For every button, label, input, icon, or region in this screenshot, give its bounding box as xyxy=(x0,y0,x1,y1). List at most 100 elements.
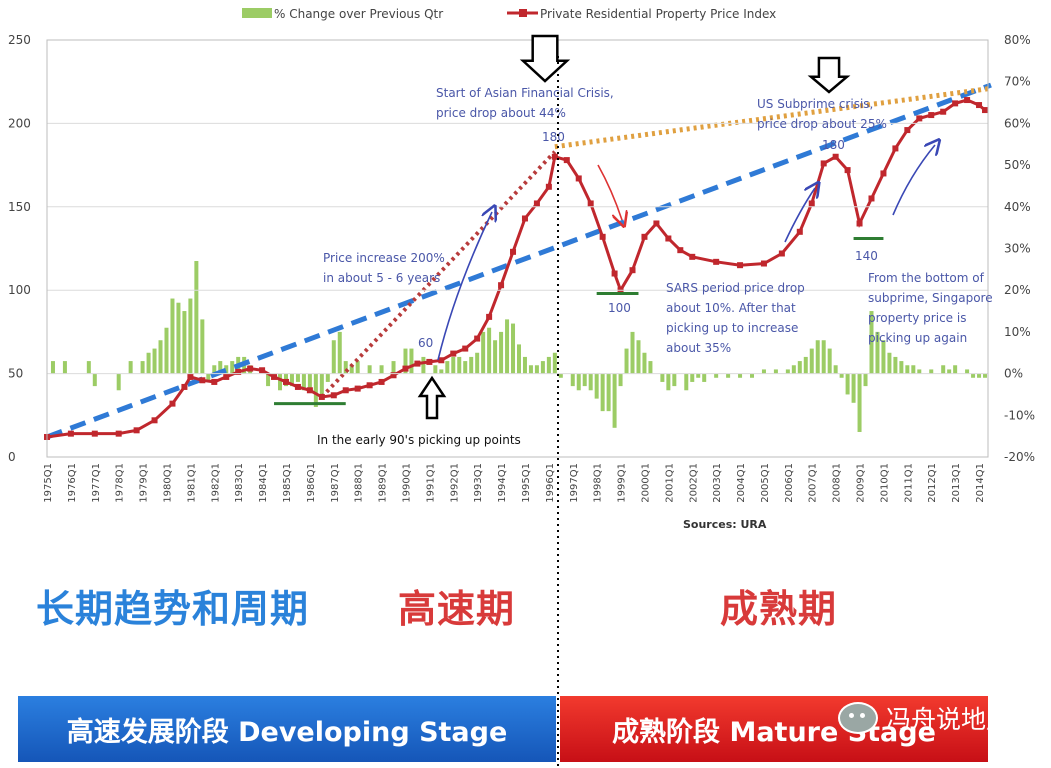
pct-change-bar xyxy=(116,373,121,391)
price-index-point xyxy=(533,200,540,207)
subprime-note: price drop about 25% xyxy=(757,117,887,131)
pct-change-bar xyxy=(128,361,133,374)
pct-change-bar xyxy=(158,340,163,374)
pct-change-bar xyxy=(696,373,701,378)
recovery-note: property price is xyxy=(868,311,966,325)
pct-change-bar xyxy=(881,340,886,374)
price-index-point xyxy=(916,115,923,122)
pct-change-bar xyxy=(546,356,551,374)
x-tick-label: 1995Q1 xyxy=(521,463,532,503)
watermark: 冯舟说地产 xyxy=(838,700,1011,736)
pct-change-bar xyxy=(875,331,880,374)
pct-change-bar xyxy=(475,352,480,374)
price-index-point xyxy=(354,385,361,392)
pct-change-bar xyxy=(487,327,492,374)
high-speed-trend-line xyxy=(320,150,557,399)
pct-change-bar xyxy=(558,373,563,378)
price-index-point xyxy=(330,392,337,399)
asian-crisis-note: Start of Asian Financial Crisis, xyxy=(436,86,614,100)
legend-bar-swatch xyxy=(242,8,272,18)
pct-change-bar xyxy=(600,373,605,412)
pct-change-bar xyxy=(421,356,426,374)
pct-change-bar xyxy=(188,298,193,374)
x-tick-label: 1983Q1 xyxy=(234,463,245,503)
x-tick-label: 1996Q1 xyxy=(545,463,556,503)
price-index-point xyxy=(689,253,696,260)
x-tick-label: 2013Q1 xyxy=(951,463,962,503)
pct-change-bar xyxy=(702,373,707,382)
pct-change-bar xyxy=(582,373,587,387)
x-tick-label: 1979Q1 xyxy=(139,463,150,503)
price-index-chart: 0 50 100 150 200 250 -20% -10% 0% 10% 20% 30% 40% 50%… xyxy=(8,7,1035,531)
axes: 0 50 100 150 200 250 -20% -10% 0% 10% 20% 30% 40% 50%… xyxy=(8,7,1035,503)
pct-change-bar xyxy=(857,373,862,432)
sars-note: picking up to increase xyxy=(666,321,798,335)
pct-change-bar xyxy=(469,356,474,374)
pct-change-bar xyxy=(218,361,223,374)
phase-mature-title: 成熟期 xyxy=(720,587,838,631)
rise-arrow-2010 xyxy=(892,145,935,216)
pct-change-bar xyxy=(917,369,922,374)
sars-note: about 35% xyxy=(666,341,731,355)
pct-change-bar xyxy=(965,369,970,374)
pct-change-bar xyxy=(809,348,814,374)
pct-change-bar xyxy=(612,373,617,428)
pct-change-bar xyxy=(750,373,755,378)
x-tick-label: 1989Q1 xyxy=(378,463,389,503)
pct-change-bar xyxy=(92,373,97,387)
price-index-point xyxy=(67,430,74,437)
price-index-point xyxy=(318,393,325,400)
pct-change-bar xyxy=(899,361,904,374)
pct-change-bar xyxy=(355,361,360,374)
price-index-point xyxy=(952,100,959,107)
pct-change-bar xyxy=(540,361,545,374)
price-index-point xyxy=(115,430,122,437)
pct-change-bar xyxy=(911,365,916,374)
price-index-point xyxy=(796,228,803,235)
price-index-point xyxy=(844,167,851,174)
pct-change-bar xyxy=(493,340,498,374)
pct-change-bar xyxy=(869,311,874,374)
x-tick-label: 1986Q1 xyxy=(306,463,317,503)
x-tick-label: 2003Q1 xyxy=(712,463,723,503)
pct-change-bar xyxy=(929,369,934,374)
pct-change-bar xyxy=(463,361,468,374)
left-tick-label: 0 xyxy=(8,450,16,464)
left-tick-label: 50 xyxy=(8,367,23,381)
right-tick-label: 10% xyxy=(1004,325,1031,339)
left-tick-label: 100 xyxy=(8,283,31,297)
pct-change-bar xyxy=(648,361,653,374)
price-index-point xyxy=(976,102,983,109)
pct-change-bar xyxy=(630,331,635,374)
watermark-text: 冯舟说地产 xyxy=(886,705,1012,734)
x-tick-label: 1976Q1 xyxy=(67,463,78,503)
right-tick-label: 60% xyxy=(1004,116,1031,130)
x-tick-label: 1999Q1 xyxy=(617,463,628,503)
peak-label: 180 xyxy=(822,138,845,152)
subprime-note: US Subprime crisis, xyxy=(757,97,873,111)
price-index-point xyxy=(342,387,349,394)
pct-change-bar xyxy=(337,331,342,374)
pct-change-bar xyxy=(839,373,844,378)
pct-change-bar xyxy=(941,365,946,374)
price-index-point xyxy=(282,378,289,385)
rise-arrow-1990s xyxy=(437,212,492,361)
pct-change-bar xyxy=(403,348,408,374)
right-tick-label: 80% xyxy=(1004,33,1031,47)
x-tick-label: 1998Q1 xyxy=(593,463,604,503)
price-index-point xyxy=(665,235,672,242)
pct-change-bar xyxy=(803,356,808,374)
price-index-point xyxy=(629,267,636,274)
pct-change-bar xyxy=(451,356,456,374)
developing-stage-label: 高速发展阶段 Developing Stage xyxy=(66,716,508,748)
pct-change-bar xyxy=(528,365,533,374)
x-tick-label: 1988Q1 xyxy=(354,463,365,503)
price-index-point xyxy=(982,107,989,114)
price-index-point xyxy=(133,427,140,434)
pct-change-bar xyxy=(176,302,181,374)
pct-change-bar xyxy=(146,352,151,374)
pct-change-bar xyxy=(624,348,629,374)
subprime-down-arrow xyxy=(807,56,851,94)
x-tick-label: 1994Q1 xyxy=(497,463,508,503)
price-index-point xyxy=(181,383,188,390)
